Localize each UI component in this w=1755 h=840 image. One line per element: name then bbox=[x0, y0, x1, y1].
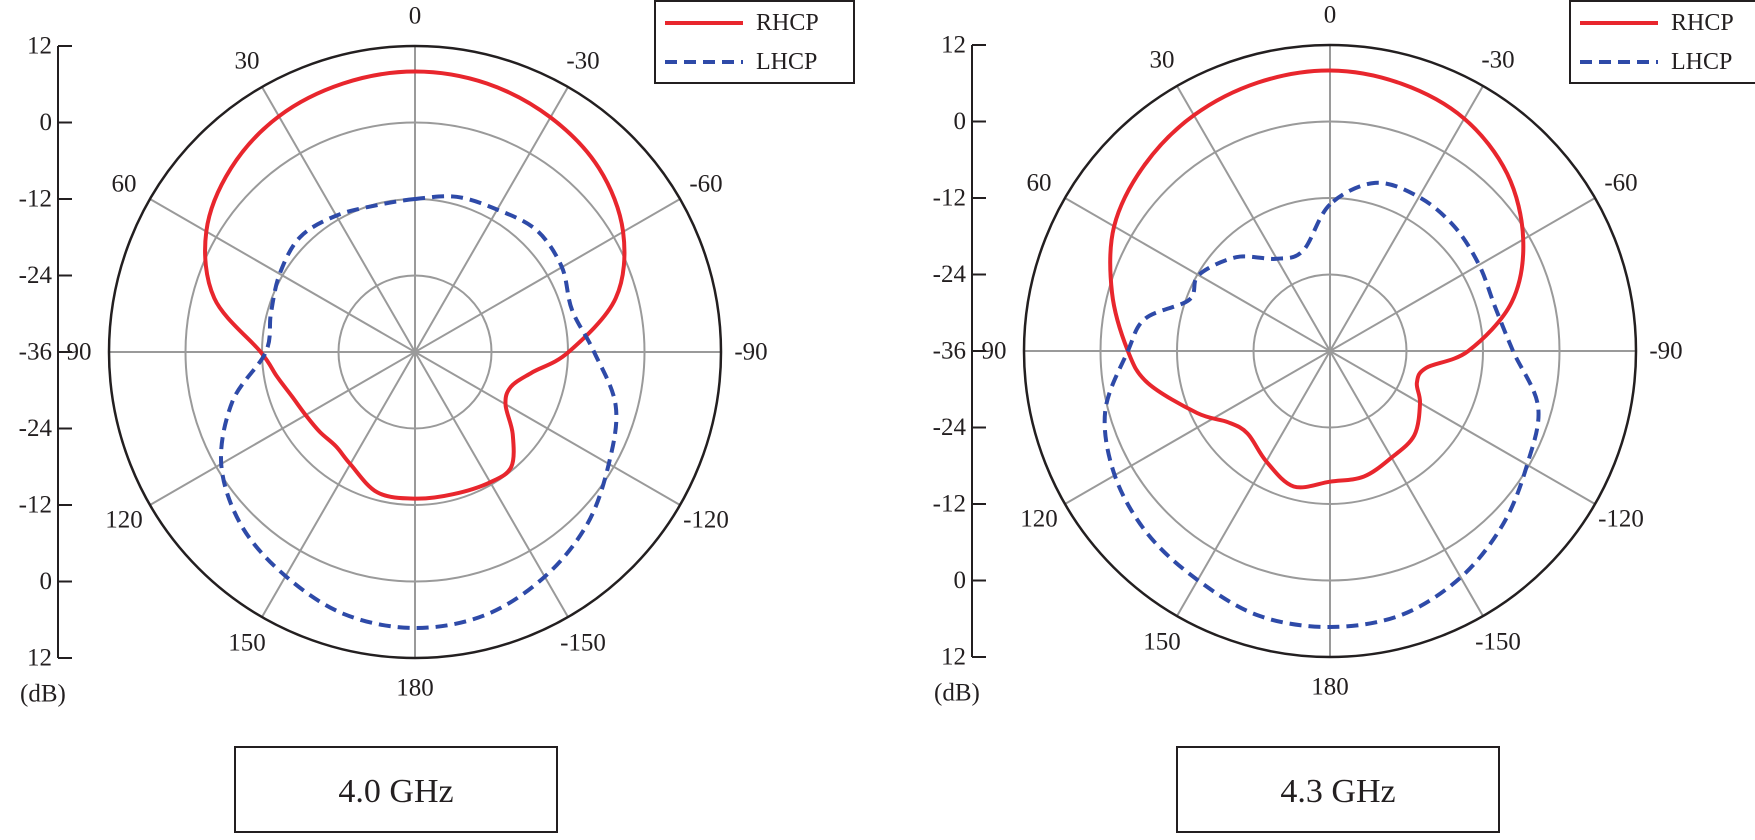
radial-tick-label: -24 bbox=[933, 414, 967, 441]
series-line-rhcp bbox=[203, 69, 627, 501]
radial-tick-label: 0 bbox=[954, 567, 967, 594]
radial-unit-label: (dB) bbox=[20, 681, 66, 708]
angle-label: -150 bbox=[560, 629, 606, 656]
radial-tick-label: -12 bbox=[19, 186, 52, 213]
series-line-rhcp bbox=[1108, 68, 1526, 490]
angle-label: 30 bbox=[1150, 47, 1175, 74]
radial-tick-label: -24 bbox=[19, 262, 53, 289]
angle-label: -30 bbox=[566, 48, 599, 75]
radial-tick-label: 12 bbox=[941, 644, 966, 671]
polar-chart-1: 0-30-60-90-120-150180150120906030120-12-… bbox=[19, 0, 855, 833]
series-line-lhcp bbox=[1102, 180, 1541, 630]
outer-circle bbox=[107, 44, 723, 660]
angle-label: -150 bbox=[1475, 628, 1521, 655]
angle-label: 180 bbox=[396, 675, 434, 702]
angle-label: -60 bbox=[1604, 170, 1637, 197]
legend-label-lhcp: LHCP bbox=[1671, 49, 1732, 75]
angle-label: 0 bbox=[409, 3, 422, 30]
legend-box bbox=[654, 0, 855, 84]
radial-tick-label: 0 bbox=[40, 109, 53, 136]
angle-label: -90 bbox=[734, 339, 767, 366]
radial-tick-label: 12 bbox=[27, 33, 52, 60]
caption-box bbox=[234, 746, 558, 833]
caption-box bbox=[1176, 746, 1500, 833]
grid-spoke bbox=[261, 86, 569, 618]
legend: RHCP LHCP bbox=[654, 0, 855, 84]
angle-label: 0 bbox=[1324, 2, 1337, 29]
radial-tick-label: -12 bbox=[933, 185, 966, 212]
series-line-lhcp bbox=[218, 194, 619, 631]
polar-chart-2: 0-30-60-90-120-150180150120906030120-12-… bbox=[933, 0, 1755, 833]
radial-tick-label: -36 bbox=[933, 338, 966, 365]
legend-box bbox=[1569, 0, 1755, 84]
grid-spoke bbox=[1176, 85, 1484, 617]
angle-label: 150 bbox=[1143, 628, 1181, 655]
angle-label: 120 bbox=[1020, 506, 1058, 533]
radial-tick-label: -24 bbox=[933, 261, 967, 288]
angle-label: 120 bbox=[105, 507, 143, 534]
radial-tick-label: 12 bbox=[941, 32, 966, 59]
radial-tick-label: -12 bbox=[933, 491, 966, 518]
outer-circle bbox=[1022, 43, 1638, 659]
radial-tick-label: 12 bbox=[27, 645, 52, 672]
angle-label: -120 bbox=[1598, 506, 1644, 533]
legend: RHCP LHCP bbox=[1569, 0, 1755, 84]
chart-caption: 4.0 GHz bbox=[338, 773, 453, 810]
angle-label: 150 bbox=[228, 629, 266, 656]
angle-label: -90 bbox=[1649, 338, 1682, 365]
radial-tick-label: -12 bbox=[19, 492, 52, 519]
legend-label-rhcp: RHCP bbox=[756, 10, 819, 36]
angle-label: -120 bbox=[683, 507, 729, 534]
angle-label: -60 bbox=[689, 171, 722, 198]
radial-tick-label: 0 bbox=[954, 108, 967, 135]
radial-unit-label: (dB) bbox=[934, 680, 980, 707]
radial-tick-label: 0 bbox=[40, 568, 53, 595]
angle-label: 30 bbox=[235, 48, 260, 75]
radial-tick-label: -36 bbox=[19, 339, 52, 366]
legend-label-rhcp: RHCP bbox=[1671, 10, 1734, 36]
angle-label: -30 bbox=[1481, 47, 1514, 74]
angle-label: 60 bbox=[1027, 170, 1052, 197]
radial-tick-label: -24 bbox=[19, 415, 53, 442]
legend-label-lhcp: LHCP bbox=[756, 49, 817, 75]
angle-label: 60 bbox=[112, 171, 137, 198]
chart-caption: 4.3 GHz bbox=[1280, 773, 1395, 810]
angle-label: 180 bbox=[1311, 674, 1349, 701]
